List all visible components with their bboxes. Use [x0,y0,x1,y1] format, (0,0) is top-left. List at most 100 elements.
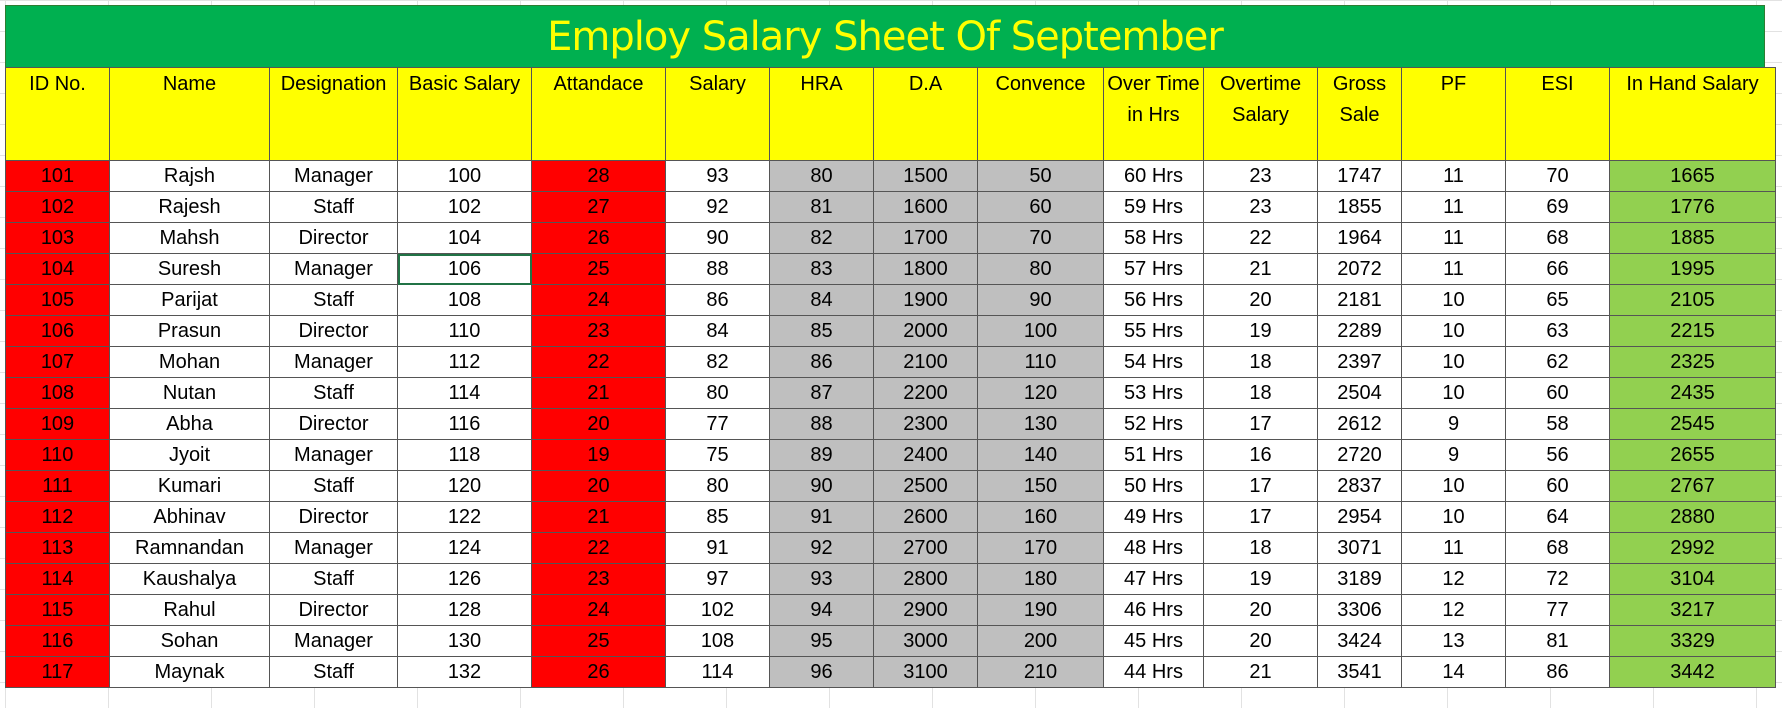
cell-attendance[interactable]: 26 [531,222,666,254]
cell-basic-salary[interactable]: 110 [397,315,532,347]
cell-pf[interactable]: 11 [1401,160,1506,192]
cell-attendance[interactable]: 23 [531,563,666,595]
cell-designation[interactable]: Staff [269,284,398,316]
cell-name[interactable]: Ramnandan [109,532,270,564]
cell-in-hand-salary[interactable]: 3104 [1609,563,1776,595]
cell-attendance[interactable]: 26 [531,656,666,688]
cell-designation[interactable]: Director [269,408,398,440]
cell-basic-salary[interactable]: 130 [397,625,532,657]
cell-basic-salary[interactable]: 124 [397,532,532,564]
cell-salary[interactable]: 114 [665,656,770,688]
cell-hra[interactable]: 84 [769,284,874,316]
header-id-no[interactable]: ID No. [5,67,110,161]
cell-designation[interactable]: Manager [269,160,398,192]
cell-basic-salary[interactable]: 122 [397,501,532,533]
cell-overtime-salary[interactable]: 17 [1203,501,1318,533]
cell-pf[interactable]: 10 [1401,470,1506,502]
cell-pf[interactable]: 11 [1401,532,1506,564]
cell-designation[interactable]: Manager [269,625,398,657]
cell-hra[interactable]: 90 [769,470,874,502]
cell-pf[interactable]: 10 [1401,346,1506,378]
cell-hra[interactable]: 85 [769,315,874,347]
cell-name[interactable]: Maynak [109,656,270,688]
cell-id-no[interactable]: 104 [5,253,110,285]
cell-id-no[interactable]: 114 [5,563,110,595]
cell-in-hand-salary[interactable]: 3329 [1609,625,1776,657]
cell-overtime-salary[interactable]: 22 [1203,222,1318,254]
cell-attendance[interactable]: 24 [531,594,666,626]
cell-attendance[interactable]: 22 [531,532,666,564]
cell-gross-sale[interactable]: 3306 [1317,594,1402,626]
cell-hra[interactable]: 81 [769,191,874,223]
cell-over-time-hrs[interactable]: 51 Hrs [1103,439,1204,471]
cell-designation[interactable]: Manager [269,253,398,285]
cell-pf[interactable]: 11 [1401,222,1506,254]
cell-basic-salary[interactable]: 112 [397,346,532,378]
cell-da[interactable]: 2000 [873,315,978,347]
cell-over-time-hrs[interactable]: 59 Hrs [1103,191,1204,223]
cell-gross-sale[interactable]: 3071 [1317,532,1402,564]
cell-id-no[interactable]: 107 [5,346,110,378]
cell-over-time-hrs[interactable]: 46 Hrs [1103,594,1204,626]
cell-hra[interactable]: 91 [769,501,874,533]
cell-name[interactable]: Mahsh [109,222,270,254]
cell-da[interactable]: 1500 [873,160,978,192]
header-designation[interactable]: Designation [269,67,398,161]
cell-convence[interactable]: 170 [977,532,1104,564]
cell-overtime-salary[interactable]: 16 [1203,439,1318,471]
cell-gross-sale[interactable]: 2397 [1317,346,1402,378]
cell-esi[interactable]: 58 [1505,408,1610,440]
header-over-time-hrs[interactable]: Over Time in Hrs [1103,67,1204,161]
cell-convence[interactable]: 90 [977,284,1104,316]
cell-over-time-hrs[interactable]: 58 Hrs [1103,222,1204,254]
cell-basic-salary[interactable]: 120 [397,470,532,502]
cell-overtime-salary[interactable]: 17 [1203,408,1318,440]
cell-attendance[interactable]: 21 [531,377,666,409]
cell-da[interactable]: 2300 [873,408,978,440]
cell-da[interactable]: 3000 [873,625,978,657]
cell-in-hand-salary[interactable]: 2215 [1609,315,1776,347]
cell-name[interactable]: Suresh [109,253,270,285]
header-basic-salary[interactable]: Basic Salary [397,67,532,161]
cell-pf[interactable]: 9 [1401,408,1506,440]
cell-esi[interactable]: 70 [1505,160,1610,192]
cell-convence[interactable]: 70 [977,222,1104,254]
cell-pf[interactable]: 14 [1401,656,1506,688]
cell-overtime-salary[interactable]: 23 [1203,191,1318,223]
cell-name[interactable]: Sohan [109,625,270,657]
cell-id-no[interactable]: 115 [5,594,110,626]
cell-salary[interactable]: 102 [665,594,770,626]
cell-da[interactable]: 2900 [873,594,978,626]
cell-salary[interactable]: 82 [665,346,770,378]
cell-name[interactable]: Kumari [109,470,270,502]
cell-salary[interactable]: 97 [665,563,770,595]
cell-esi[interactable]: 65 [1505,284,1610,316]
cell-overtime-salary[interactable]: 19 [1203,315,1318,347]
cell-convence[interactable]: 110 [977,346,1104,378]
cell-over-time-hrs[interactable]: 48 Hrs [1103,532,1204,564]
cell-da[interactable]: 2800 [873,563,978,595]
cell-over-time-hrs[interactable]: 60 Hrs [1103,160,1204,192]
cell-over-time-hrs[interactable]: 54 Hrs [1103,346,1204,378]
cell-overtime-salary[interactable]: 18 [1203,377,1318,409]
cell-name[interactable]: Parijat [109,284,270,316]
cell-gross-sale[interactable]: 2504 [1317,377,1402,409]
cell-designation[interactable]: Director [269,501,398,533]
cell-designation[interactable]: Manager [269,532,398,564]
cell-convence[interactable]: 80 [977,253,1104,285]
cell-esi[interactable]: 68 [1505,532,1610,564]
cell-designation[interactable]: Staff [269,656,398,688]
cell-esi[interactable]: 69 [1505,191,1610,223]
cell-designation[interactable]: Staff [269,563,398,595]
cell-pf[interactable]: 9 [1401,439,1506,471]
cell-convence[interactable]: 140 [977,439,1104,471]
cell-designation[interactable]: Director [269,222,398,254]
cell-in-hand-salary[interactable]: 2105 [1609,284,1776,316]
cell-overtime-salary[interactable]: 21 [1203,656,1318,688]
cell-da[interactable]: 1600 [873,191,978,223]
cell-overtime-salary[interactable]: 18 [1203,532,1318,564]
cell-pf[interactable]: 10 [1401,284,1506,316]
cell-hra[interactable]: 88 [769,408,874,440]
cell-salary[interactable]: 91 [665,532,770,564]
header-da[interactable]: D.A [873,67,978,161]
